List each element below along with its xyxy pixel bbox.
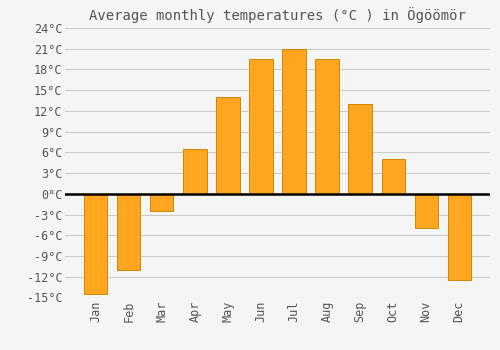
Bar bbox=[184, 149, 206, 194]
Bar bbox=[150, 194, 174, 211]
Bar bbox=[348, 104, 372, 194]
Bar bbox=[84, 194, 108, 294]
Bar bbox=[282, 49, 306, 194]
Bar bbox=[382, 159, 404, 194]
Bar bbox=[250, 59, 272, 194]
Bar bbox=[316, 59, 338, 194]
Title: Average monthly temperatures (°C ) in Ögöömör: Average monthly temperatures (°C ) in Ög… bbox=[89, 7, 466, 23]
Bar bbox=[118, 194, 141, 270]
Bar bbox=[414, 194, 438, 229]
Bar bbox=[216, 97, 240, 194]
Bar bbox=[448, 194, 470, 280]
